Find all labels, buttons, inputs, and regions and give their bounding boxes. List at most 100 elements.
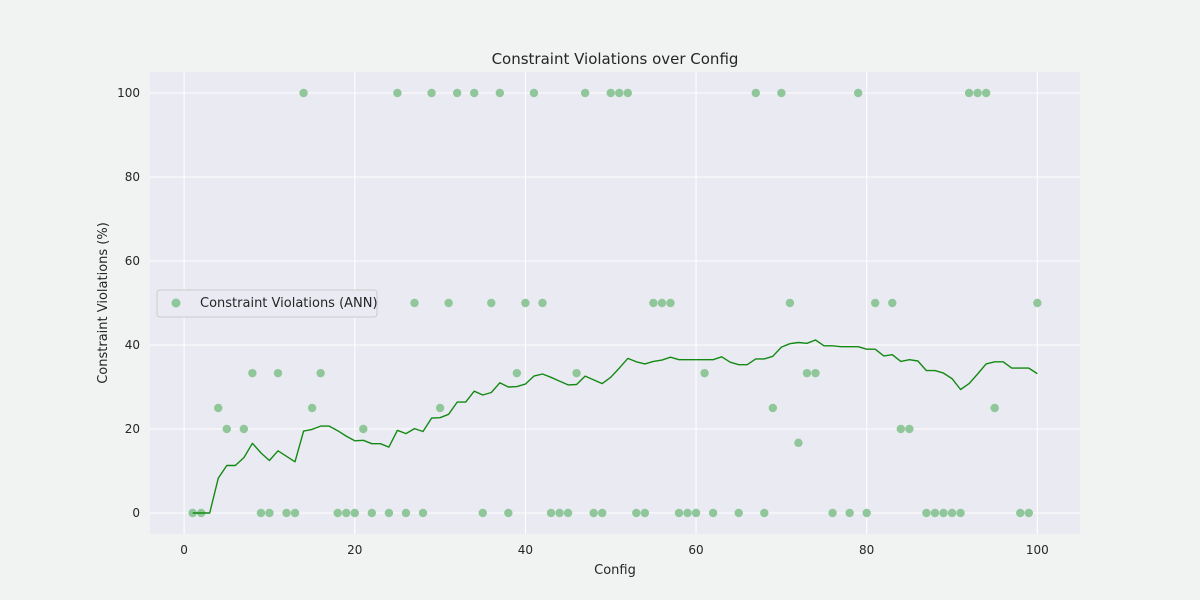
scatter-point	[947, 508, 957, 518]
legend-label: Constraint Violations (ANN)	[200, 296, 378, 311]
scatter-point	[384, 508, 394, 518]
scatter-point	[410, 298, 419, 308]
scatter-point	[1024, 508, 1034, 518]
scatter-point	[623, 88, 632, 98]
scatter-point	[683, 508, 692, 518]
scatter-point	[905, 424, 914, 434]
scatter-point	[674, 508, 684, 518]
scatter-point	[734, 508, 743, 518]
x-axis-label: Config	[594, 563, 636, 578]
scatter-point	[691, 508, 701, 518]
scatter-point	[452, 88, 462, 98]
scatter-point	[700, 368, 709, 378]
scatter-point	[555, 508, 564, 518]
y-axis-label: Constraint Violations (%)	[96, 222, 111, 384]
scatter-point	[598, 508, 607, 518]
scatter-point	[649, 298, 658, 308]
scatter-point	[504, 508, 513, 518]
scatter-point	[1033, 298, 1042, 308]
scatter-point	[512, 368, 522, 378]
scatter-point	[666, 298, 675, 308]
line-series	[192, 339, 1038, 514]
scatter-point	[248, 368, 257, 378]
scatter-point	[316, 368, 325, 378]
scatter-point	[256, 508, 266, 518]
scatter-point	[529, 88, 539, 98]
scatter-point	[760, 508, 769, 518]
scatter-point	[290, 508, 300, 518]
scatter-point	[563, 508, 573, 518]
scatter-point	[939, 508, 948, 518]
scatter-point	[871, 298, 880, 308]
scatter-point	[802, 368, 812, 378]
scatter-point	[708, 508, 718, 518]
scatter-point	[615, 88, 624, 98]
scatter-point	[751, 88, 760, 98]
scatter-point	[401, 508, 411, 518]
scatter-point	[487, 298, 496, 308]
x-tick-label: 100	[1026, 543, 1049, 557]
chart-title: Constraint Violations over Config	[492, 50, 739, 68]
x-axis-ticks: 0 20 40 60 80 100	[180, 543, 1048, 557]
scatter-point	[299, 88, 308, 98]
scatter-point	[538, 298, 547, 308]
scatter-point	[572, 368, 581, 378]
scatter-point	[794, 438, 803, 448]
scatter-point	[265, 508, 274, 518]
scatter-point	[393, 88, 402, 98]
scatter-series	[188, 88, 1042, 518]
scatter-point	[342, 508, 351, 518]
rolling-mean-line	[192, 339, 1038, 514]
scatter-point	[956, 508, 965, 518]
legend-marker	[171, 298, 181, 308]
scatter-point	[990, 403, 999, 413]
scatter-point	[981, 88, 991, 98]
y-tick-label: 80	[125, 170, 140, 184]
y-tick-label: 100	[117, 86, 140, 100]
scatter-point	[359, 424, 368, 434]
scatter-point	[1016, 508, 1025, 518]
scatter-point	[768, 403, 778, 413]
scatter-point	[478, 508, 487, 518]
scatter-point	[307, 403, 317, 413]
scatter-point	[470, 88, 479, 98]
scatter-point	[350, 508, 359, 518]
scatter-point	[640, 508, 650, 518]
x-tick-label: 80	[859, 543, 874, 557]
scatter-point	[777, 88, 786, 98]
y-tick-label: 20	[125, 422, 140, 436]
scatter-point	[811, 368, 820, 378]
x-tick-label: 0	[180, 543, 188, 557]
scatter-point	[427, 88, 436, 98]
y-tick-label: 0	[132, 506, 140, 520]
x-tick-label: 40	[518, 543, 533, 557]
scatter-point	[888, 298, 897, 308]
scatter-point	[214, 403, 223, 413]
scatter-point	[580, 88, 590, 98]
scatter-point	[495, 88, 505, 98]
scatter-point	[973, 88, 982, 98]
scatter-point	[521, 298, 530, 308]
x-tick-label: 20	[347, 543, 362, 557]
scatter-point	[862, 508, 871, 518]
scatter-point	[606, 88, 615, 98]
scatter-point	[222, 424, 231, 434]
scatter-point	[632, 508, 641, 518]
scatter-point	[282, 508, 291, 518]
scatter-point	[922, 508, 931, 518]
scatter-point	[785, 298, 795, 308]
y-tick-label: 60	[125, 254, 140, 268]
scatter-point	[367, 508, 377, 518]
scatter-point	[188, 508, 197, 518]
y-axis-ticks: 0 20 40 60 80 100	[117, 86, 140, 520]
scatter-point	[418, 508, 428, 518]
scatter-point	[896, 424, 906, 434]
scatter-point	[657, 298, 667, 308]
scatter-point	[435, 403, 445, 413]
scatter-point	[239, 424, 249, 434]
scatter-point	[589, 508, 598, 518]
scatter-point	[444, 298, 453, 308]
scatter-point	[853, 88, 863, 98]
x-tick-label: 60	[688, 543, 703, 557]
